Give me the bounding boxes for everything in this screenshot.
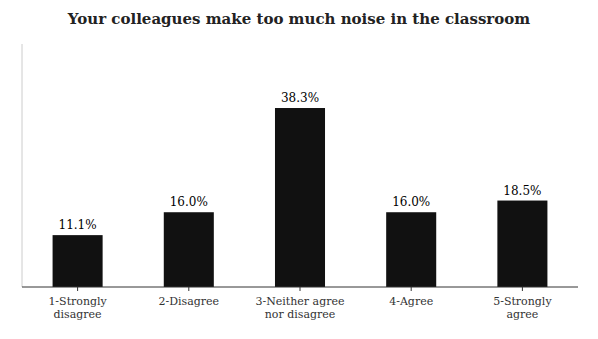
bar xyxy=(497,201,547,287)
bars xyxy=(53,108,548,287)
page: {"chart_data": {"type": "bar", "title": … xyxy=(0,0,598,339)
data-label: 38.3% xyxy=(281,91,319,105)
x-tick-label-line: nor disagree xyxy=(265,308,336,321)
data-label: 16.0% xyxy=(170,195,208,209)
x-tick-label: 1-Stronglydisagree xyxy=(48,295,107,321)
x-tick-label: 3-Neither agreenor disagree xyxy=(255,295,344,321)
bar xyxy=(164,212,214,287)
x-tick-label: 2-Disagree xyxy=(159,295,220,308)
x-tick-label-line: 2-Disagree xyxy=(159,295,220,308)
bar xyxy=(275,108,325,287)
x-tick-label-line: 4-Agree xyxy=(389,295,433,308)
data-labels: 11.1% 16.0% 38.3% 16.0% 18.5% xyxy=(59,91,542,232)
chart-container: Your colleagues make too much noise in t… xyxy=(0,0,598,339)
x-tick-label-line: 3-Neither agree xyxy=(255,295,344,308)
bar xyxy=(53,235,103,287)
x-tick xyxy=(300,287,301,291)
x-tick xyxy=(522,287,523,291)
x-tick-label-line: disagree xyxy=(54,308,102,321)
data-label: 16.0% xyxy=(392,195,430,209)
data-label: 11.1% xyxy=(59,218,97,232)
x-axis: 1-Stronglydisagree 2-Disagree 3-Neither ag… xyxy=(22,287,578,321)
chart-title: Your colleagues make too much noise in t… xyxy=(67,10,530,28)
x-tick-label-line: 1-Strongly xyxy=(48,295,107,308)
x-tick-label: 4-Agree xyxy=(389,295,433,308)
x-tick xyxy=(411,287,412,291)
x-tick-label-line: agree xyxy=(506,308,538,321)
x-tick-label: 5-Stronglyagree xyxy=(493,295,552,321)
x-tick-label-line: 5-Strongly xyxy=(493,295,552,308)
x-tick xyxy=(77,287,78,291)
y-axis-line xyxy=(22,44,23,287)
bar xyxy=(386,212,436,287)
x-tick xyxy=(188,287,189,291)
chart-svg: Your colleagues make too much noise in t… xyxy=(0,0,598,339)
data-label: 18.5% xyxy=(503,184,541,198)
